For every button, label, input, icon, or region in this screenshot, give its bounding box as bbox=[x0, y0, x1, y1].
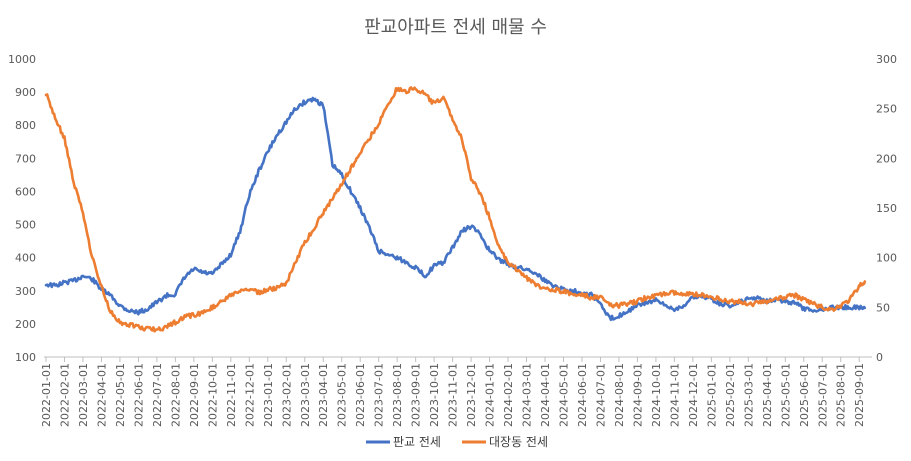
right-y-tick-label: 250 bbox=[876, 103, 897, 116]
chart-title: 판교아파트 전세 매물 수 bbox=[364, 17, 547, 38]
right-y-tick-label: 0 bbox=[876, 351, 883, 364]
left-y-axis: 100 200 300 400 500 600 700 800 900 1000 bbox=[8, 53, 36, 364]
left-y-tick-label: 900 bbox=[15, 86, 36, 99]
left-y-tick-label: 700 bbox=[15, 152, 36, 165]
x-tick-label: 2023-03-01 bbox=[299, 363, 312, 427]
x-tick-label: 2022-04-01 bbox=[95, 363, 108, 427]
x-tick-label: 2024-10-01 bbox=[650, 363, 663, 427]
left-y-tick-label: 400 bbox=[15, 252, 36, 265]
x-tick-label: 2025-08-01 bbox=[835, 363, 848, 427]
left-y-tick-label: 800 bbox=[15, 119, 36, 132]
right-y-tick-label: 100 bbox=[876, 252, 897, 265]
x-tick-label: 2023-10-01 bbox=[428, 363, 441, 427]
x-tick-label: 2024-03-01 bbox=[521, 363, 534, 427]
x-tick-label: 2022-05-01 bbox=[114, 363, 127, 427]
series-line-1 bbox=[44, 96, 867, 322]
left-y-tick-label: 500 bbox=[15, 219, 36, 232]
x-tick-label: 2024-06-01 bbox=[576, 363, 589, 427]
x-tick-label: 2025-04-01 bbox=[761, 363, 774, 427]
right-y-tick-label: 150 bbox=[876, 202, 897, 215]
x-tick-label: 2022-11-01 bbox=[225, 363, 238, 427]
x-tick-label: 2024-11-01 bbox=[668, 363, 681, 427]
x-axis: 2022-01-01 2022-02-01 2022-03-01 2022-04-01… bbox=[40, 356, 872, 427]
x-tick-label: 2024-09-01 bbox=[631, 363, 644, 427]
x-tick-label: 2025-09-01 bbox=[853, 363, 866, 427]
x-tick-label: 2025-03-01 bbox=[742, 363, 755, 427]
right-y-tick-label: 200 bbox=[876, 152, 897, 165]
x-tick-label: 2022-09-01 bbox=[188, 363, 201, 427]
x-tick-label: 2023-11-01 bbox=[447, 363, 460, 427]
x-tick-label: 2022-10-01 bbox=[206, 363, 219, 427]
left-y-tick-label: 200 bbox=[15, 318, 36, 331]
x-tick-label: 2024-01-01 bbox=[484, 363, 497, 427]
left-y-tick-label: 300 bbox=[15, 285, 36, 298]
right-y-tick-label: 300 bbox=[876, 53, 897, 66]
legend-label-series-2: 대장동 전세 bbox=[489, 435, 548, 449]
x-tick-label: 2023-07-01 bbox=[373, 363, 386, 427]
left-y-tick-label: 600 bbox=[15, 185, 36, 198]
x-tick-label: 2023-12-01 bbox=[465, 363, 478, 427]
x-tick-label: 2024-04-01 bbox=[539, 363, 552, 427]
x-tick-label: 2022-03-01 bbox=[77, 363, 90, 427]
x-tick-label: 2023-09-01 bbox=[410, 363, 423, 427]
x-tick-label: 2025-02-01 bbox=[724, 363, 737, 427]
x-tick-label: 2025-07-01 bbox=[816, 363, 829, 427]
x-tick-label: 2024-02-01 bbox=[502, 363, 515, 427]
x-tick-label: 2023-01-01 bbox=[262, 363, 275, 427]
right-y-tick-label: 50 bbox=[876, 301, 890, 314]
plot-area bbox=[44, 86, 867, 333]
legend: 판교 전세 대장동 전세 bbox=[366, 435, 548, 449]
x-tick-label: 2025-01-01 bbox=[705, 363, 718, 427]
x-tick-label: 2023-06-01 bbox=[354, 363, 367, 427]
x-tick-label: 2022-07-01 bbox=[151, 363, 164, 427]
right-y-axis: 0 50 100 150 200 250 300 bbox=[876, 53, 897, 364]
x-tick-label: 2022-12-01 bbox=[243, 363, 256, 427]
series-line-2 bbox=[44, 86, 867, 333]
x-tick-label: 2024-07-01 bbox=[594, 363, 607, 427]
x-tick-label: 2022-01-01 bbox=[40, 363, 53, 427]
x-tick-label: 2023-08-01 bbox=[391, 363, 404, 427]
x-tick-label: 2025-06-01 bbox=[798, 363, 811, 427]
x-tick-label: 2022-08-01 bbox=[169, 363, 182, 427]
x-tick-label: 2024-12-01 bbox=[687, 363, 700, 427]
x-tick-label: 2024-08-01 bbox=[613, 363, 626, 427]
x-tick-label: 2025-05-01 bbox=[779, 363, 792, 427]
x-tick-label: 2022-06-01 bbox=[132, 363, 145, 427]
x-tick-label: 2023-04-01 bbox=[317, 363, 330, 427]
left-y-tick-label: 1000 bbox=[8, 53, 36, 66]
legend-label-series-1: 판교 전세 bbox=[393, 435, 441, 449]
x-tick-label: 2024-05-01 bbox=[558, 363, 571, 427]
left-y-tick-label: 100 bbox=[15, 351, 36, 364]
x-tick-label: 2022-02-01 bbox=[58, 363, 71, 427]
x-tick-label: 2023-02-01 bbox=[280, 363, 293, 427]
x-tick-label: 2023-05-01 bbox=[336, 363, 349, 427]
